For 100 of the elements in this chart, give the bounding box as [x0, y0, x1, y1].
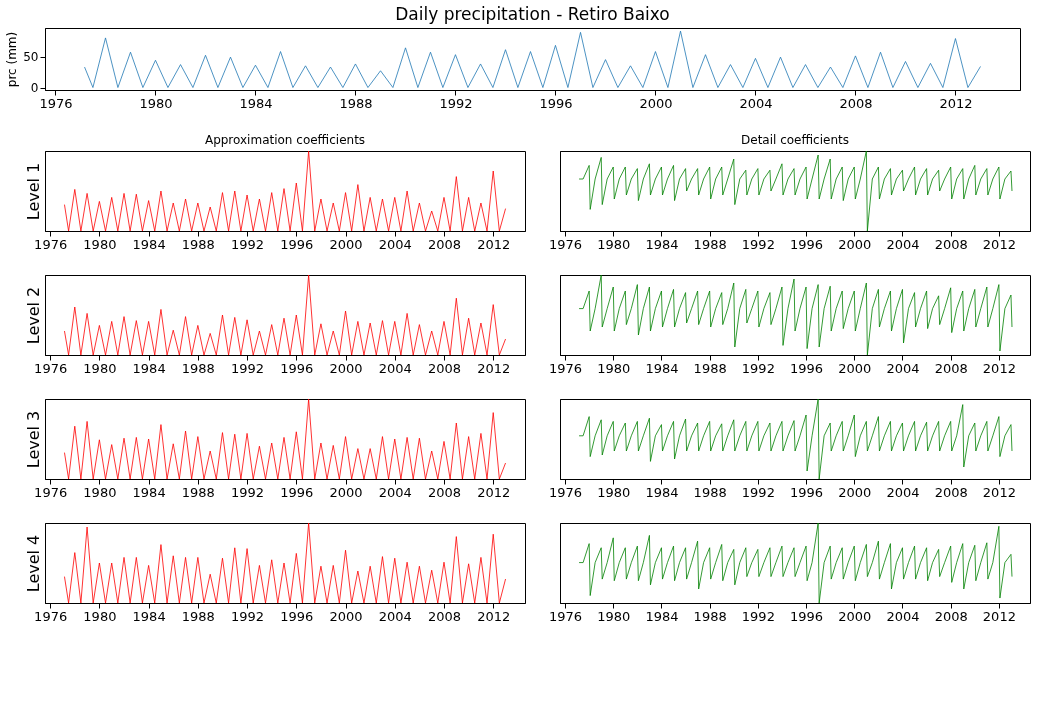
x-tick-label: 1976	[34, 236, 68, 252]
x-tick-label: 1984	[132, 360, 166, 376]
x-tick-label: 1976	[549, 484, 583, 500]
x-tick-label: 1988	[693, 608, 727, 624]
x-tick-label: 2000	[329, 360, 363, 376]
y-axis-title: Level 3	[23, 410, 43, 469]
x-tick-label: 2000	[329, 236, 363, 252]
x-tick-label: 1996	[790, 608, 824, 624]
x-tick-label: 1996	[790, 236, 824, 252]
x-tick-label: 1984	[132, 236, 166, 252]
x-tick-label: 2000	[329, 608, 363, 624]
x-tick-label: 1988	[693, 360, 727, 376]
x-tick-label: 2012	[939, 95, 973, 111]
y-axis-title: prc (mm)	[5, 31, 20, 88]
x-tick-label: 1980	[139, 95, 173, 111]
x-tick-label: 1984	[239, 95, 273, 111]
x-tick-label: 2008	[427, 484, 462, 500]
x-tick-label: 1976	[34, 360, 68, 376]
x-tick-label: 2004	[886, 236, 920, 252]
x-tick-label: 2012	[982, 360, 1016, 376]
x-tick-label: 1988	[181, 608, 215, 624]
x-tick-label: 2012	[477, 484, 511, 500]
x-tick-label: 2012	[982, 236, 1016, 252]
x-tick-label: 1980	[83, 484, 117, 500]
x-tick-label: 2000	[639, 95, 673, 111]
x-tick-label: 2000	[329, 484, 363, 500]
chart-title: Detail coefficients	[741, 132, 849, 147]
x-tick-label: 1992	[741, 360, 775, 376]
x-tick-label: 1980	[597, 360, 631, 376]
x-tick-label: 2004	[886, 484, 920, 500]
x-tick-label: 2008	[934, 484, 968, 500]
x-tick-label: 1988	[181, 360, 215, 376]
x-tick-label: 2004	[378, 236, 412, 252]
x-tick-label: 2012	[477, 360, 511, 376]
x-tick-label: 1996	[280, 360, 314, 376]
x-tick-label: 2008	[934, 608, 968, 624]
x-tick-label: 1980	[83, 236, 117, 252]
x-tick-label: 1988	[181, 484, 215, 500]
x-tick-label: 1980	[597, 484, 631, 500]
chart-title: Approximation coefficients	[204, 132, 366, 147]
x-tick-label: 2012	[982, 484, 1016, 500]
x-tick-label: 1992	[231, 236, 265, 252]
x-tick-label: 2012	[477, 236, 511, 252]
x-tick-label: 1992	[741, 608, 775, 624]
x-tick-label: 1996	[280, 236, 314, 252]
x-tick-label: 1992	[741, 236, 775, 252]
x-tick-label: 2004	[886, 608, 920, 624]
x-tick-label: 1988	[693, 484, 727, 500]
y-tick-label: 0	[30, 81, 39, 96]
x-tick-label: 1996	[280, 484, 314, 500]
x-tick-label: 1976	[549, 360, 583, 376]
x-tick-label: 2012	[477, 608, 511, 624]
x-tick-label: 1976	[549, 608, 583, 624]
x-tick-label: 1996	[280, 608, 314, 624]
x-tick-label: 1984	[645, 236, 679, 252]
x-tick-label: 2004	[378, 484, 412, 500]
x-tick-label: 1980	[597, 608, 631, 624]
x-tick-label: 1996	[539, 95, 573, 111]
y-axis-title: Level 1	[23, 162, 43, 221]
x-tick-label: 2008	[934, 236, 968, 252]
x-tick-label: 1992	[231, 360, 265, 376]
x-tick-label: 2004	[739, 95, 773, 111]
x-tick-label: 1992	[231, 608, 265, 624]
x-tick-label: 1984	[645, 484, 679, 500]
x-tick-label: 2000	[838, 608, 872, 624]
x-tick-label: 2004	[886, 360, 920, 376]
x-tick-label: 1984	[645, 360, 679, 376]
x-tick-label: 1988	[693, 236, 727, 252]
x-tick-label: 1996	[790, 360, 824, 376]
chart-title: Daily precipitation - Retiro Baixo	[395, 4, 670, 24]
line-series	[84, 30, 981, 88]
x-tick-label: 2004	[378, 360, 412, 376]
x-tick-label: 2008	[427, 236, 462, 252]
x-tick-label: 1980	[597, 236, 631, 252]
x-tick-label: 1976	[39, 95, 73, 111]
x-tick-label: 1976	[549, 236, 583, 252]
y-tick-label: 50	[23, 50, 39, 65]
x-tick-label: 2000	[838, 484, 872, 500]
x-tick-label: 2012	[982, 608, 1016, 624]
x-tick-label: 1976	[34, 484, 68, 500]
x-tick-label: 2008	[427, 360, 462, 376]
x-tick-label: 1984	[132, 484, 166, 500]
x-tick-label: 2000	[838, 236, 872, 252]
x-tick-label: 1980	[83, 608, 117, 624]
x-tick-label: 1996	[790, 484, 824, 500]
x-tick-label: 1988	[339, 95, 373, 111]
x-tick-label: 1992	[741, 484, 775, 500]
x-tick-label: 1984	[645, 608, 679, 624]
x-tick-label: 1976	[34, 608, 68, 624]
y-axis-title: Level 4	[23, 534, 43, 593]
x-tick-label: 2000	[838, 360, 872, 376]
x-tick-label: 1992	[231, 484, 265, 500]
x-tick-label: 1992	[439, 95, 473, 111]
x-tick-label: 2008	[427, 608, 462, 624]
x-tick-label: 1980	[83, 360, 117, 376]
x-tick-label: 1984	[132, 608, 166, 624]
x-tick-label: 2008	[934, 360, 968, 376]
x-tick-label: 1988	[181, 236, 215, 252]
x-tick-label: 2008	[839, 95, 873, 111]
y-axis-title: Level 2	[23, 286, 43, 345]
